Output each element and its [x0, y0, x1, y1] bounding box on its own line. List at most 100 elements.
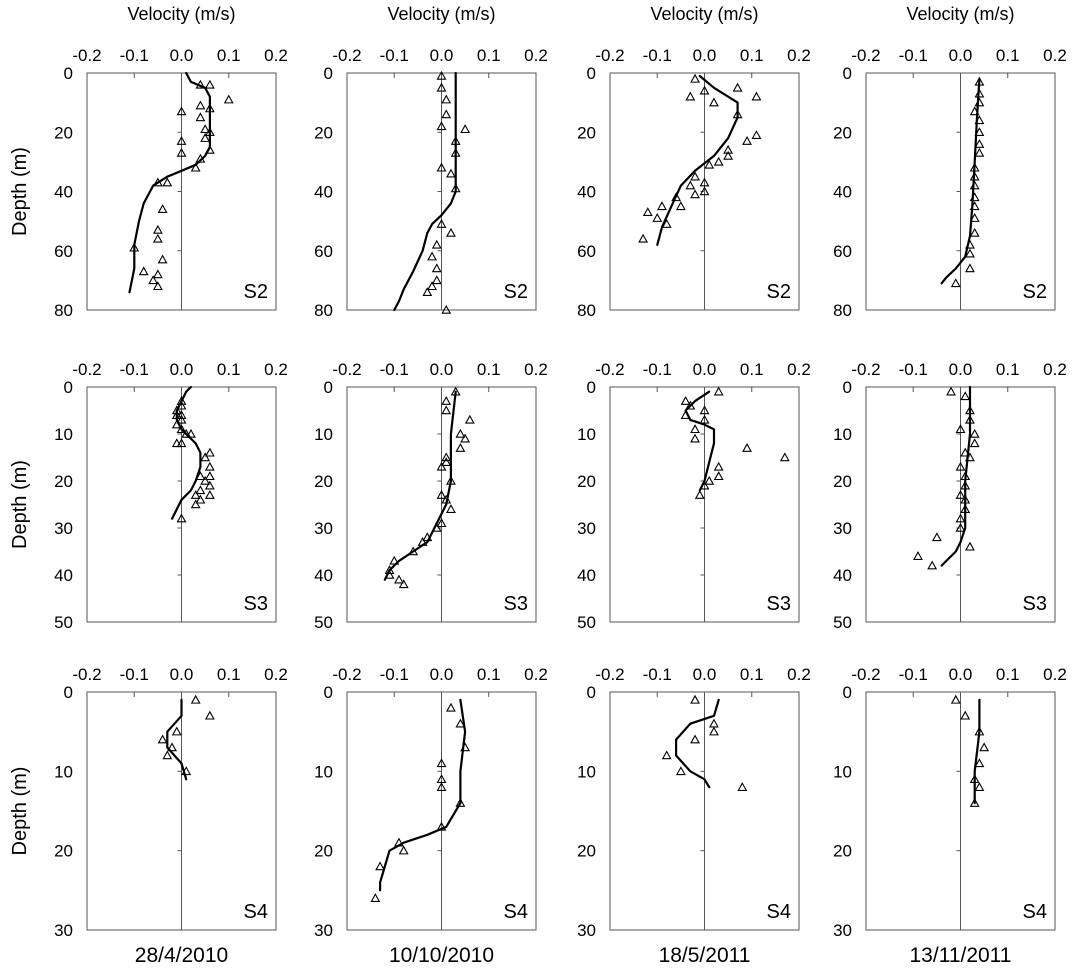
observed-point [699, 177, 710, 187]
observed-point [195, 471, 206, 481]
observed-point [638, 233, 649, 243]
observed-point [176, 424, 187, 434]
y-tick-label: 20 [577, 842, 596, 861]
y-tick-label: 0 [324, 64, 333, 83]
observed-point [960, 471, 971, 481]
observed-point [779, 452, 790, 462]
observed-point [441, 304, 452, 314]
station-label: S2 [767, 281, 791, 303]
observed-point [737, 782, 748, 791]
model-profile-line [674, 698, 720, 789]
observed-point [389, 555, 400, 565]
observed-point [436, 70, 447, 80]
station-label: S3 [244, 593, 268, 615]
model-profile-line [684, 390, 716, 492]
observed-point [690, 694, 700, 704]
observed-point [960, 504, 971, 513]
observed-point [965, 405, 975, 415]
x-tick-label: 0.0 [170, 46, 194, 65]
observed-point [979, 742, 990, 752]
observed-point [974, 97, 985, 107]
observed-point [913, 551, 923, 560]
observed-point [171, 405, 182, 415]
y-tick-label: 20 [54, 842, 73, 861]
observed-point [190, 162, 201, 172]
observed-point [408, 546, 419, 556]
y-tick-label: 20 [314, 123, 333, 142]
x-tick-label: -0.2 [72, 665, 101, 684]
observed-point [960, 391, 971, 401]
date-label: 18/5/2011 [659, 944, 751, 967]
observed-point [709, 726, 719, 736]
model-profile-line [656, 74, 739, 246]
observed-point [138, 266, 149, 276]
observed-point [181, 766, 192, 776]
x-tick-label: -0.1 [380, 665, 409, 684]
observed-point [436, 461, 447, 471]
observed-point [742, 442, 752, 452]
observed-point [200, 124, 211, 134]
y-tick-label: 10 [314, 425, 333, 444]
observed-point [195, 100, 206, 110]
x-tick-label: -0.2 [851, 360, 880, 379]
observed-point [965, 239, 975, 249]
observed-point [204, 480, 215, 490]
observed-point [694, 489, 705, 499]
observed-point [436, 121, 447, 131]
x-tick-label: -0.1 [899, 46, 928, 65]
y-tick-label: 20 [833, 472, 852, 491]
observed-point [680, 395, 691, 405]
x-tick-label: 0.1 [740, 360, 764, 379]
observed-point [446, 702, 456, 712]
observed-point [713, 471, 724, 481]
observed-point [974, 726, 985, 736]
observed-point [441, 405, 452, 415]
y-tick-label: 0 [587, 683, 596, 702]
observed-point [969, 774, 980, 784]
observed-point [204, 447, 215, 457]
observed-point [713, 156, 724, 166]
observed-point [441, 452, 452, 462]
x-tick-label: -0.1 [380, 360, 409, 379]
observed-point [436, 782, 447, 791]
observed-point [190, 489, 201, 499]
observed-point [723, 144, 734, 154]
x-tick-label: 0.1 [217, 360, 241, 379]
observed-point [685, 91, 696, 101]
observed-point [699, 85, 710, 95]
y-tick-label: 40 [54, 566, 73, 585]
y-tick-label: 0 [64, 378, 73, 397]
observed-point [690, 424, 700, 434]
observed-point [965, 541, 975, 551]
observed-point [436, 518, 447, 528]
observed-point [652, 213, 663, 222]
observed-point [436, 489, 447, 499]
observed-point [176, 395, 187, 405]
model-profile-line [940, 385, 972, 567]
observed-point [171, 726, 182, 736]
x-tick-label: 0.1 [477, 360, 501, 379]
observed-point [960, 447, 971, 457]
observed-point [460, 742, 471, 752]
x-tick-label: 0.2 [524, 665, 548, 684]
observed-point [969, 192, 980, 202]
y-tick-label: 0 [843, 378, 852, 397]
observed-point [965, 248, 975, 258]
y-tick-label: 10 [314, 762, 333, 781]
x-tick-label: 0.1 [740, 665, 764, 684]
observed-point [176, 106, 187, 116]
observed-point [441, 94, 452, 104]
x-tick-label: 0.2 [787, 360, 811, 379]
observed-point [680, 410, 691, 419]
x-tick-label: 0.0 [949, 360, 973, 379]
y-tick-label: 0 [64, 64, 73, 83]
y-tick-label: 20 [577, 472, 596, 491]
observed-point [464, 414, 475, 424]
observed-point [699, 405, 710, 415]
x-tick-label: 0.0 [693, 360, 717, 379]
y-tick-label: 50 [833, 613, 852, 632]
station-label: S3 [767, 593, 791, 615]
x-tick-label: 0.1 [477, 46, 501, 65]
x-tick-label: 0.0 [170, 665, 194, 684]
observed-point [699, 186, 710, 196]
